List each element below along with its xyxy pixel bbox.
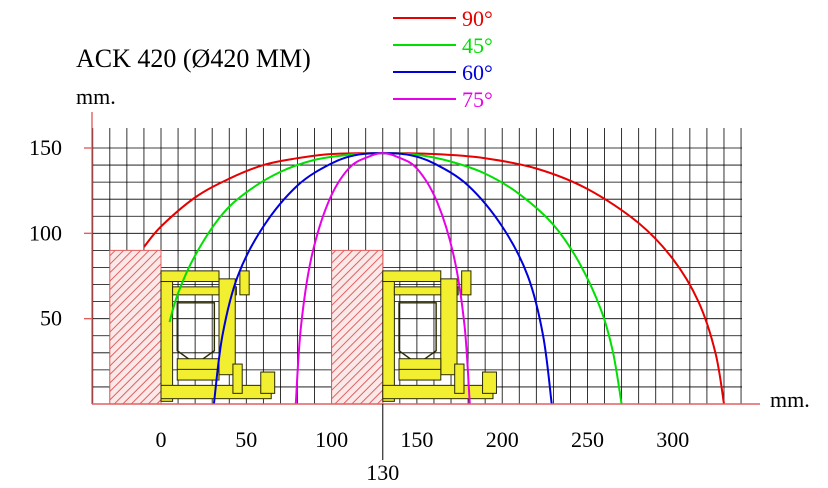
x-tick-label: 300: [656, 427, 689, 452]
legend-label: 90°: [462, 6, 493, 31]
hatched-region: [331, 249, 384, 405]
legend-label: 45°: [462, 33, 493, 58]
chart-title: ACK 420 (Ø420 MM): [76, 44, 311, 73]
window-profiles: [160, 270, 497, 402]
x-tick-label: 100: [315, 427, 348, 452]
axes: [91, 112, 760, 405]
window-profile: [160, 270, 276, 402]
x-tick-label: 250: [571, 427, 604, 452]
y-tick-label: 100: [29, 220, 62, 245]
x-tick-label: 150: [400, 427, 433, 452]
hatched-regions: [109, 249, 384, 405]
x-axis-label: mm.: [770, 387, 810, 412]
y-tick-label: 150: [29, 135, 62, 160]
legend-label: 60°: [462, 60, 493, 85]
legend-label: 75°: [462, 87, 493, 112]
y-axis-label: mm.: [76, 84, 116, 109]
y-tick-label: 50: [40, 306, 62, 331]
series-line-1: [143, 152, 725, 404]
x-tick-label: 200: [486, 427, 519, 452]
x-tick-label: 50: [235, 427, 257, 452]
hatched-region: [109, 249, 162, 405]
series-lines: [143, 152, 725, 404]
legend: 90°45°60°75°: [393, 6, 493, 112]
x-tick-label: 0: [156, 427, 167, 452]
series-line-4: [294, 152, 471, 404]
marker-label-130: 130: [366, 460, 399, 485]
window-profile: [382, 270, 497, 402]
